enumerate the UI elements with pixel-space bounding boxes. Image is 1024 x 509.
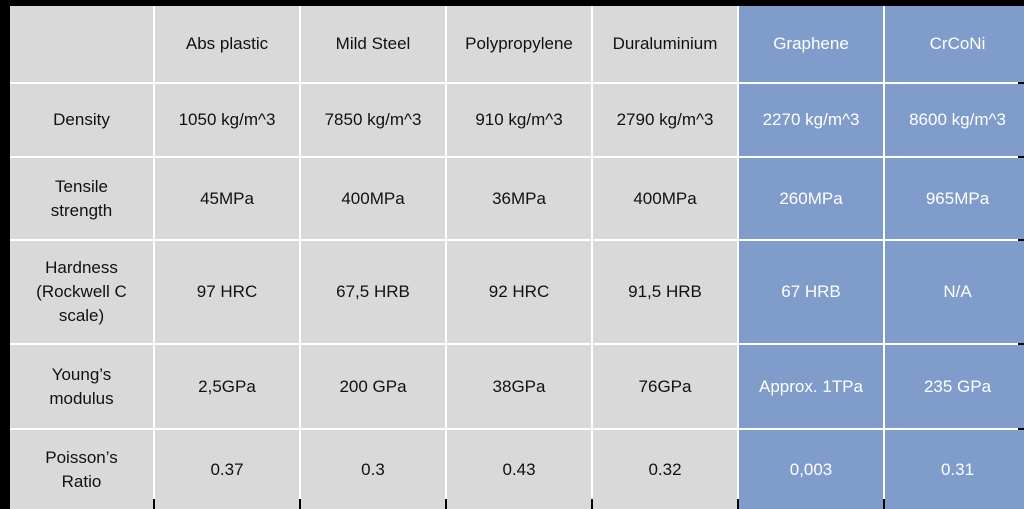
- row-label: Young’s modulus: [10, 345, 153, 428]
- comparison-table: Abs plastic Mild Steel Polypropylene Duralu…: [10, 6, 1024, 509]
- header-cell: Mild Steel: [301, 6, 445, 82]
- value-cell: Approx. 1TPa: [739, 345, 883, 428]
- value-cell: 0.43: [447, 430, 591, 509]
- value-cell: 0,003: [739, 430, 883, 509]
- value-cell: 91,5 HRB: [593, 241, 737, 343]
- value-cell: 1050 kg/m^3: [155, 84, 299, 156]
- value-cell: 36MPa: [447, 158, 591, 239]
- value-cell: 400MPa: [301, 158, 445, 239]
- value-cell: 67 HRB: [739, 241, 883, 343]
- row-label: Hardness (Rockwell C scale): [10, 241, 153, 343]
- value-cell: 0.3: [301, 430, 445, 509]
- value-cell: 45MPa: [155, 158, 299, 239]
- value-cell: 92 HRC: [447, 241, 591, 343]
- header-cell: Abs plastic: [155, 6, 299, 82]
- value-cell: 400MPa: [593, 158, 737, 239]
- value-cell: 0.32: [593, 430, 737, 509]
- value-cell: 200 GPa: [301, 345, 445, 428]
- value-cell: 7850 kg/m^3: [301, 84, 445, 156]
- value-cell: 965MPa: [885, 158, 1024, 239]
- value-cell: 2790 kg/m^3: [593, 84, 737, 156]
- value-cell: 910 kg/m^3: [447, 84, 591, 156]
- value-cell: N/A: [885, 241, 1024, 343]
- value-cell: 2,5GPa: [155, 345, 299, 428]
- header-cell: CrCoNi: [885, 6, 1024, 82]
- header-cell: Duraluminium: [593, 6, 737, 82]
- header-cell: Polypropylene: [447, 6, 591, 82]
- row-label: Tensile strength: [10, 158, 153, 239]
- header-cell: Graphene: [739, 6, 883, 82]
- value-cell: 38GPa: [447, 345, 591, 428]
- value-cell: 0.37: [155, 430, 299, 509]
- value-cell: 2270 kg/m^3: [739, 84, 883, 156]
- value-cell: 8600 kg/m^3: [885, 84, 1024, 156]
- value-cell: 97 HRC: [155, 241, 299, 343]
- value-cell: 235 GPa: [885, 345, 1024, 428]
- corner-cell: [10, 6, 153, 82]
- value-cell: 0.31: [885, 430, 1024, 509]
- value-cell: 76GPa: [593, 345, 737, 428]
- value-cell: 260MPa: [739, 158, 883, 239]
- row-label: Poisson’s Ratio: [10, 430, 153, 509]
- row-label: Density: [10, 84, 153, 156]
- value-cell: 67,5 HRB: [301, 241, 445, 343]
